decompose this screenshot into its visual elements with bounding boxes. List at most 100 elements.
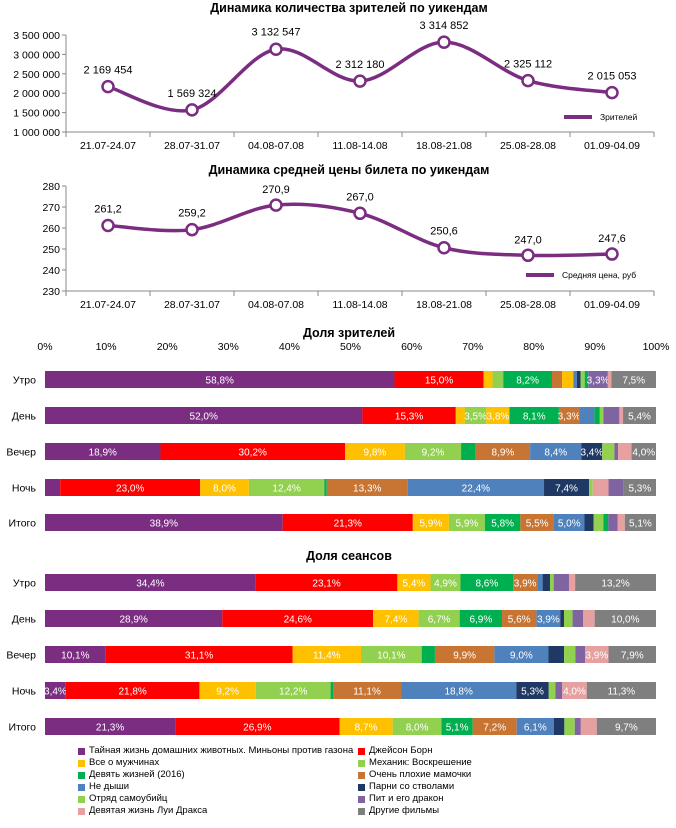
legend-row: Отряд самоубийц Пит и его дракон: [78, 793, 638, 805]
segment-label: 52,0%: [190, 412, 218, 423]
row-label: Итого: [8, 722, 36, 734]
bar-segment: [575, 574, 656, 591]
data-point: [185, 103, 199, 117]
segment-label: 9,9%: [453, 651, 476, 662]
segment-label: 38,9%: [150, 519, 178, 530]
y-tick-label: 2 500 000: [13, 69, 60, 81]
legend-label: Все о мужчинах: [89, 757, 160, 768]
legend-row: Девять жизней (2016) Очень плохие мамочки: [78, 769, 638, 781]
bar-segment: [292, 646, 362, 663]
bar-segment: [608, 646, 656, 663]
data-point: [101, 218, 115, 233]
bar-segment: [594, 407, 600, 424]
legend-item: Парни со стволами: [358, 781, 638, 793]
legend-item: Отряд самоубийц: [78, 793, 358, 805]
bar-segment: [560, 610, 564, 627]
price-line-chart: Динамика средней цены билета по уикендам…: [42, 163, 655, 311]
data-label: 2 312 180: [336, 59, 385, 71]
y-tick-label: 1 000 000: [13, 127, 60, 139]
x-tick-label: 21.07-24.07: [80, 140, 136, 152]
row-label: Вечер: [6, 650, 36, 662]
legend-item: Пит и его дракон: [358, 793, 638, 805]
bar-segment: [475, 443, 531, 460]
bar-segment: [542, 574, 550, 591]
x-tick-label: 28.07-31.07: [164, 299, 220, 311]
segment-label: 11,3%: [608, 687, 636, 698]
sessions-share-bar-chart: Доля сеансов Утро 34,4% 23,1% 5,4% 4,9% 8,6% 3…: [6, 549, 656, 735]
bar-segment: [464, 407, 487, 424]
bar-segment: [483, 371, 493, 388]
legend-swatch: [78, 759, 85, 767]
x-tick-label: 04.08-07.08: [248, 140, 304, 152]
segment-label: 3,3%: [558, 412, 581, 423]
bar-segment: [575, 646, 586, 663]
data-label: 2 015 053: [588, 71, 637, 83]
bar-segment: [603, 514, 609, 531]
data-point: [437, 240, 451, 255]
bar-segment: [513, 574, 538, 591]
x-tick-label: 40%: [279, 341, 300, 353]
bar-segment: [553, 514, 585, 531]
bar-segment: [588, 371, 608, 388]
segment-label: 18,8%: [444, 687, 472, 698]
bar-segment: [623, 407, 656, 424]
segment-label: 5,8%: [491, 519, 514, 530]
segment-label: 8,2%: [516, 376, 539, 387]
data-label: 247,6: [598, 233, 626, 245]
segment-label: 8,4%: [544, 448, 567, 459]
bar-segment: [553, 574, 569, 591]
bar-segment: [548, 682, 556, 699]
bar-segment: [448, 514, 485, 531]
legend-row: Все о мужчинах Механик: Воскрешение: [78, 757, 638, 769]
y-tick-label: 260: [42, 223, 60, 235]
data-point: [521, 73, 535, 88]
y-tick-label: 3 500 000: [13, 30, 60, 42]
segment-label: 3,3%: [587, 376, 610, 387]
bar-segment: [65, 682, 200, 699]
segment-label: 13,3%: [353, 484, 381, 495]
x-tick-label: 01.09-04.09: [584, 299, 640, 311]
row-label: День: [12, 411, 37, 423]
segment-label: 11,1%: [353, 687, 381, 698]
legend-label: Девять жизней (2016): [89, 769, 185, 780]
segment-label: 30,2%: [239, 448, 267, 459]
legend-label: Не дыши: [89, 781, 130, 792]
bar-segment: [530, 443, 582, 460]
legend-row: Тайная жизнь домашних животных. Миньоны …: [78, 745, 638, 757]
bar-segment: [509, 407, 559, 424]
bar-segment: [553, 718, 565, 735]
legend-swatch: [358, 747, 365, 755]
legend-item: Очень плохие мамочки: [358, 769, 638, 781]
x-tick-label: 80%: [523, 341, 544, 353]
segment-label: 21,3%: [334, 519, 362, 530]
bar-segment: [608, 514, 618, 531]
segment-label: 5,1%: [629, 519, 652, 530]
segment-label: 15,3%: [395, 412, 423, 423]
x-tick-label: 04.08-07.08: [248, 299, 304, 311]
bar-segment: [401, 682, 517, 699]
legend-label: Другие фильмы: [369, 805, 440, 816]
bar-segment: [160, 443, 346, 460]
legend-item: Девятая жизнь Луи Дракса: [78, 805, 358, 817]
x-tick-label: 18.08-21.08: [416, 140, 472, 152]
segment-label: 34,4%: [136, 579, 164, 590]
viewers-share-bar-chart: Доля зрителей 0% 10% 20% 30% 40% 50% 60% 70% 80%…: [6, 326, 669, 531]
legend-swatch: [78, 795, 85, 803]
segment-label: 9,0%: [510, 651, 533, 662]
segment-label: 12,2%: [279, 687, 307, 698]
segment-label: 9,7%: [615, 723, 638, 734]
segment-label: 8,0%: [213, 484, 236, 495]
price-chart-title: Динамика средней цены билета по уикендам: [209, 163, 490, 177]
data-label: 259,2: [178, 208, 206, 220]
legend-swatch: [78, 807, 85, 815]
bar-segment: [45, 610, 223, 627]
bar-segment: [45, 407, 363, 424]
segment-label: 10,0%: [611, 615, 639, 626]
data-point: [521, 248, 535, 263]
data-point: [605, 85, 619, 100]
bar-segment: [537, 574, 543, 591]
data-label: 247,0: [514, 234, 542, 246]
bar-segment: [248, 479, 325, 496]
films-legend: Тайная жизнь домашних животных. Миньоны …: [78, 745, 638, 817]
